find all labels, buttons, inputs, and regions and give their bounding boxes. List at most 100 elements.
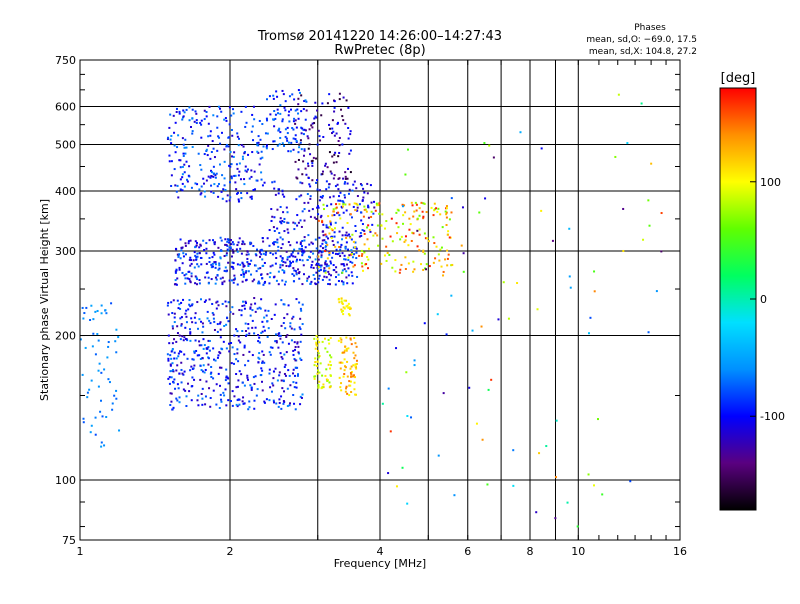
data-point xyxy=(212,313,215,316)
data-point xyxy=(307,165,310,168)
data-point xyxy=(195,256,198,259)
data-point xyxy=(278,188,281,191)
data-point xyxy=(319,195,322,198)
data-point xyxy=(314,238,317,241)
data-point xyxy=(186,339,189,342)
data-point xyxy=(223,255,226,258)
data-point xyxy=(246,250,249,253)
data-point xyxy=(321,386,324,389)
data-point xyxy=(274,367,277,370)
data-point xyxy=(221,281,224,284)
data-point xyxy=(256,248,259,251)
data-point xyxy=(261,330,264,333)
data-point xyxy=(317,263,320,266)
data-point xyxy=(545,445,548,448)
data-point xyxy=(333,100,336,103)
data-point xyxy=(297,272,300,275)
data-point xyxy=(216,330,219,333)
data-point xyxy=(302,249,305,252)
data-point xyxy=(271,181,274,184)
data-point xyxy=(395,222,398,225)
data-point xyxy=(97,369,100,372)
data-point xyxy=(303,128,306,131)
data-point xyxy=(324,263,327,266)
data-point xyxy=(322,383,325,386)
data-point xyxy=(650,162,653,165)
data-point xyxy=(169,370,172,373)
data-point xyxy=(290,253,293,256)
data-point xyxy=(204,403,207,406)
data-point xyxy=(285,206,288,209)
data-point xyxy=(220,366,223,369)
data-point xyxy=(333,269,336,272)
data-point xyxy=(273,401,276,404)
data-point xyxy=(187,270,190,273)
data-point xyxy=(317,281,320,284)
data-point xyxy=(311,260,314,263)
data-point xyxy=(410,416,413,419)
data-point xyxy=(245,170,248,173)
data-point xyxy=(331,240,334,243)
data-point xyxy=(283,372,286,375)
data-point xyxy=(389,430,392,433)
data-point xyxy=(260,374,263,377)
data-point xyxy=(269,265,272,268)
data-point xyxy=(212,147,215,150)
data-point xyxy=(233,395,236,398)
data-point xyxy=(348,188,351,191)
data-point xyxy=(224,300,227,303)
data-point xyxy=(366,238,369,241)
data-point xyxy=(462,252,465,255)
data-point xyxy=(89,431,92,434)
data-point xyxy=(442,274,445,277)
data-point xyxy=(239,178,242,181)
data-point xyxy=(437,253,440,256)
data-point xyxy=(256,388,259,391)
data-point xyxy=(111,402,114,405)
data-point xyxy=(307,147,310,150)
data-point xyxy=(244,271,247,274)
data-point xyxy=(180,324,183,327)
data-point xyxy=(324,241,327,244)
data-point xyxy=(236,330,239,333)
data-point xyxy=(507,317,510,320)
data-point xyxy=(273,110,276,113)
data-point xyxy=(333,231,336,234)
data-point xyxy=(167,359,170,362)
data-point xyxy=(297,352,300,355)
data-point xyxy=(207,363,210,366)
data-point xyxy=(182,115,185,118)
colorbar-tick-label: 0 xyxy=(760,293,767,306)
data-point xyxy=(349,337,352,340)
data-point xyxy=(176,399,179,402)
data-point xyxy=(184,277,187,280)
data-point xyxy=(468,386,471,389)
data-point xyxy=(281,264,284,267)
data-point xyxy=(241,280,244,283)
data-point xyxy=(281,120,284,123)
data-point xyxy=(323,275,326,278)
data-point xyxy=(409,223,412,226)
data-point xyxy=(418,233,421,236)
data-point xyxy=(239,247,242,250)
data-point xyxy=(241,243,244,246)
data-point xyxy=(276,108,279,111)
data-point xyxy=(347,248,350,251)
data-point xyxy=(246,261,249,264)
data-point xyxy=(182,298,185,301)
data-point xyxy=(353,246,356,249)
data-point xyxy=(230,362,233,365)
data-point xyxy=(354,208,357,211)
data-point xyxy=(288,255,291,258)
data-point xyxy=(229,150,232,153)
data-point xyxy=(593,290,596,293)
data-point xyxy=(346,222,349,225)
data-point xyxy=(108,381,111,384)
data-point xyxy=(185,108,188,111)
data-point xyxy=(284,109,287,112)
data-point xyxy=(298,277,301,280)
data-point xyxy=(208,387,211,390)
data-point xyxy=(328,273,331,276)
data-point xyxy=(331,155,334,158)
data-point xyxy=(218,264,221,267)
